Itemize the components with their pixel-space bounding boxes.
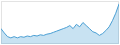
line (1, 4, 119, 38)
plot-area (1, 4, 119, 44)
plot-frame (2, 2, 119, 44)
chart-svg (0, 0, 120, 45)
chart-container (0, 0, 120, 45)
area-fill (1, 4, 119, 44)
